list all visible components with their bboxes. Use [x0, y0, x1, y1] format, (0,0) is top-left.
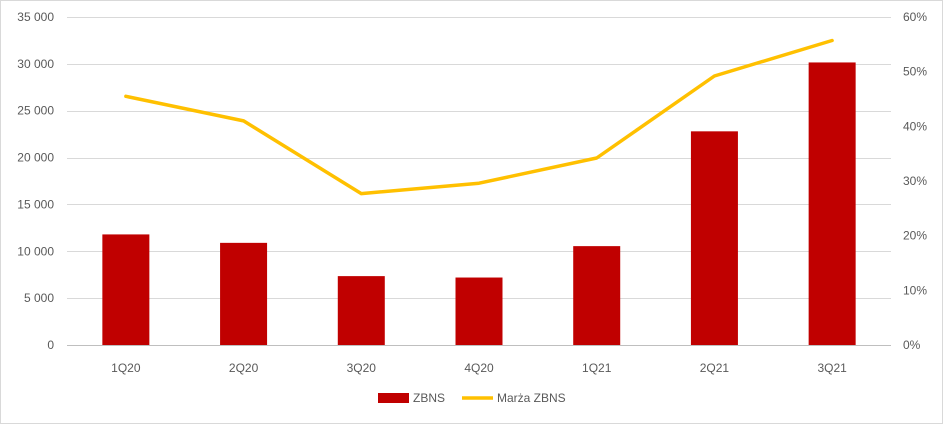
- bar: [808, 62, 856, 346]
- x-tick-label: 3Q21: [817, 361, 847, 375]
- y-left-tick-label: 25 000: [17, 104, 54, 118]
- series-line: [124, 38, 834, 196]
- x-tick-label: 1Q21: [582, 361, 612, 375]
- legend: ZBNS Marża ZBNS: [378, 391, 566, 405]
- line-series-marza-zbns: [124, 38, 834, 196]
- y-axis-right: 0% 10% 20% 30% 40% 50% 60%: [903, 10, 927, 352]
- y-right-tick-label: 60%: [903, 10, 927, 24]
- y-right-tick-label: 0%: [903, 338, 921, 352]
- y-right-tick-label: 50%: [903, 65, 927, 79]
- y-left-tick-label: 35 000: [17, 10, 54, 24]
- y-left-tick-label: 20 000: [17, 151, 54, 165]
- legend-label: ZBNS: [413, 391, 445, 405]
- y-right-tick-label: 30%: [903, 174, 927, 188]
- y-left-tick-label: 5 000: [24, 291, 54, 305]
- bar: [220, 242, 268, 345]
- bar: [455, 277, 503, 345]
- y-right-tick-label: 40%: [903, 119, 927, 133]
- bar-series-zbns: [102, 62, 856, 346]
- y-left-tick-label: 15 000: [17, 197, 54, 211]
- x-tick-label: 3Q20: [347, 361, 377, 375]
- bar: [690, 131, 738, 345]
- x-tick-label: 2Q20: [229, 361, 259, 375]
- legend-swatch-bar: [378, 393, 409, 403]
- x-tick-label: 4Q20: [464, 361, 494, 375]
- x-tick-label: 2Q21: [700, 361, 730, 375]
- bar: [573, 246, 621, 345]
- x-axis: 1Q20 2Q20 3Q20 4Q20 1Q21 2Q21 3Q21: [111, 361, 847, 375]
- y-right-tick-label: 20%: [903, 229, 927, 243]
- legend-label: Marża ZBNS: [497, 391, 566, 405]
- bar: [337, 276, 385, 345]
- y-right-tick-label: 10%: [903, 283, 927, 297]
- y-left-tick-label: 30 000: [17, 57, 54, 71]
- y-left-tick-label: 0: [47, 338, 54, 352]
- y-left-tick-label: 10 000: [17, 244, 54, 258]
- x-tick-label: 1Q20: [111, 361, 141, 375]
- y-axis-left: 0 5 000 10 000 15 000 20 000 25 000 30 000 35 0…: [17, 10, 54, 352]
- bar: [102, 234, 150, 345]
